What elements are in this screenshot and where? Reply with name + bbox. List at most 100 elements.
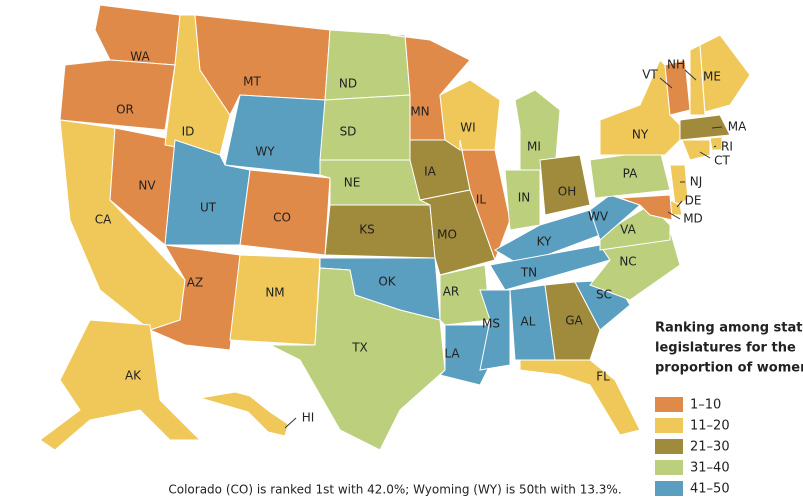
state-shape xyxy=(599,204,671,251)
state-shape xyxy=(599,59,681,156)
legend-title: proportion of women: xyxy=(655,361,803,376)
state-label: OR xyxy=(116,103,134,117)
state-label: NY xyxy=(632,128,649,142)
state-label: ME xyxy=(703,70,721,84)
state-shape xyxy=(619,194,673,221)
legend-label: 41–50 xyxy=(690,482,730,497)
state-label: IA xyxy=(424,165,437,179)
state-shape xyxy=(439,264,491,326)
state-label: ND xyxy=(339,77,357,91)
state-label: VT xyxy=(642,68,658,82)
legend-swatch xyxy=(655,418,683,433)
state-shape xyxy=(319,94,411,161)
state-label: SD xyxy=(340,125,357,139)
leader-line xyxy=(711,126,723,129)
state-label: PA xyxy=(623,167,638,181)
state-label: MI xyxy=(527,140,541,154)
state-label: NV xyxy=(138,179,156,193)
legend: Ranking among state legislatures for the p… xyxy=(655,321,803,497)
state-label: CO xyxy=(273,211,291,225)
state-label: RI xyxy=(721,140,733,154)
state-label: WA xyxy=(130,50,150,64)
legend-swatch xyxy=(655,397,683,412)
state-label: NC xyxy=(619,255,636,269)
state-label: NJ xyxy=(690,175,703,189)
state-label: CA xyxy=(95,213,112,227)
state-label: AK xyxy=(125,369,142,383)
state-shape xyxy=(539,154,591,216)
leader-lines xyxy=(284,69,723,429)
legend-title: Ranking among state xyxy=(655,321,803,336)
state-label: KS xyxy=(359,223,375,237)
state-shape xyxy=(459,139,511,262)
state-shape xyxy=(199,391,289,437)
state-label: MT xyxy=(243,75,261,89)
caption: Colorado (CO) is ranked 1st with 42.0%; … xyxy=(168,483,621,497)
state-label: TX xyxy=(351,341,368,355)
state-label: MA xyxy=(728,120,747,134)
legend-swatch xyxy=(655,439,683,454)
state-label: WI xyxy=(460,121,475,135)
state-label: FL xyxy=(596,370,610,384)
state-label: SC xyxy=(596,288,612,302)
state-label: KY xyxy=(537,235,552,249)
state-shape xyxy=(669,164,689,206)
state-label: MD xyxy=(683,212,703,226)
state-shape xyxy=(679,114,731,141)
state-labels: WA OR CA NV ID MT WY UT CO AZ NM ND SD NE KS OK TX MN IA MO… xyxy=(95,50,747,425)
state-shape xyxy=(681,139,711,161)
leader-line xyxy=(667,211,681,220)
state-label: CT xyxy=(714,154,730,168)
states xyxy=(39,4,751,451)
state-label: WY xyxy=(255,145,275,159)
leader-line xyxy=(699,151,711,159)
state-label: LA xyxy=(444,347,460,361)
state-label: GA xyxy=(565,314,583,328)
state-label: MN xyxy=(410,105,429,119)
legend-label: 31–40 xyxy=(690,461,730,476)
state-label: IN xyxy=(518,191,531,205)
leader-line xyxy=(676,200,683,208)
state-label: ID xyxy=(182,125,195,139)
state-shape xyxy=(439,79,501,151)
state-label: AL xyxy=(521,315,536,329)
state-shape xyxy=(39,319,202,451)
legend-swatch xyxy=(655,460,683,475)
state-label: OK xyxy=(378,275,396,289)
state-shape xyxy=(269,267,446,451)
state-label: MO xyxy=(437,228,457,242)
state-label: WV xyxy=(588,210,609,224)
state-shape xyxy=(59,59,176,131)
state-shape xyxy=(709,136,723,151)
state-label: NH xyxy=(667,58,685,72)
state-label: DE xyxy=(685,194,702,208)
state-shape xyxy=(544,281,601,361)
state-shape xyxy=(699,34,751,113)
state-label: TN xyxy=(520,266,537,280)
legend-label: 21–30 xyxy=(690,440,730,455)
state-label: NM xyxy=(265,286,284,300)
legend-label: 1–10 xyxy=(690,398,721,413)
state-label: IL xyxy=(476,193,487,207)
state-label: UT xyxy=(200,201,217,215)
state-shape xyxy=(229,254,321,346)
state-shape xyxy=(324,204,436,259)
leader-line xyxy=(659,77,673,89)
legend-title: legislatures for the xyxy=(655,341,796,356)
state-label: VA xyxy=(620,223,636,237)
state-label: AR xyxy=(443,285,460,299)
state-label: AZ xyxy=(187,276,203,290)
leader-line xyxy=(713,145,717,148)
state-shape xyxy=(519,359,641,436)
legend-swatch xyxy=(655,481,683,496)
leader-line xyxy=(284,417,297,429)
state-label: NE xyxy=(344,176,361,190)
legend-label: 11–20 xyxy=(690,419,730,434)
state-shape xyxy=(224,94,326,176)
state-label: HI xyxy=(302,411,315,425)
state-label: MS xyxy=(482,317,500,331)
state-label: OH xyxy=(558,185,576,199)
leader-line xyxy=(684,69,697,81)
state-shape xyxy=(324,29,411,101)
